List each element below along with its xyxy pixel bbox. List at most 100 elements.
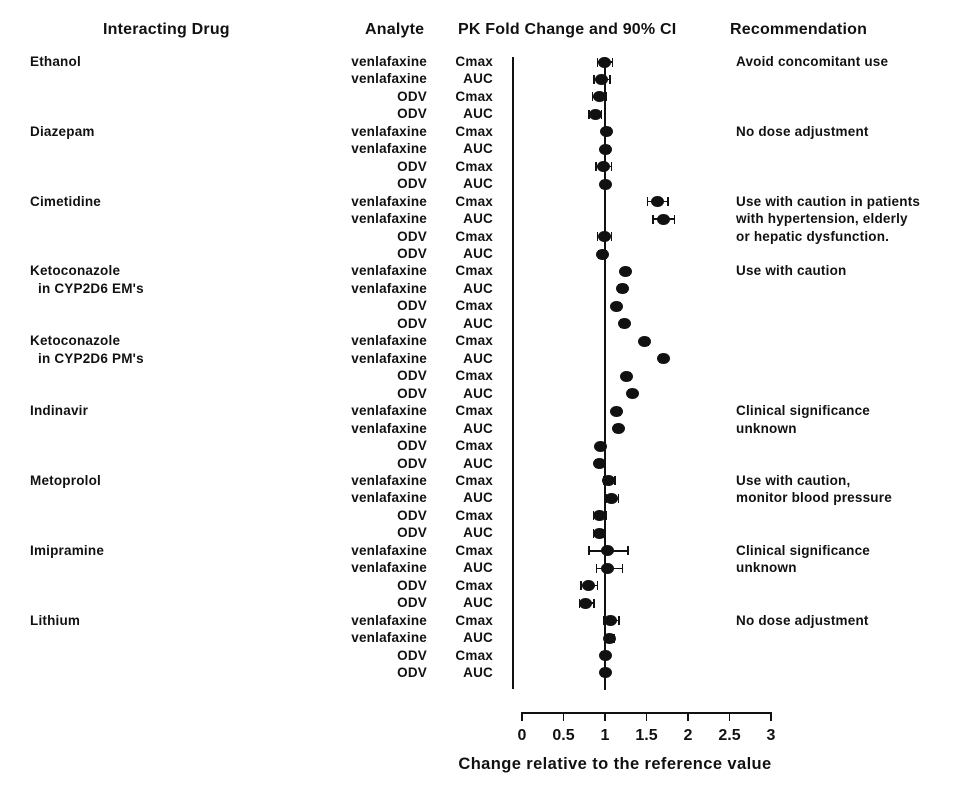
analyte-label: ODV xyxy=(397,88,427,104)
column-header-analyte: Analyte xyxy=(365,21,425,38)
point-estimate-dot xyxy=(600,545,614,557)
ci-cap-low xyxy=(595,563,598,573)
pk-parameter-label: Cmax xyxy=(455,368,493,384)
pk-parameter-label: AUC xyxy=(463,490,493,506)
recommendation-text: Avoid concomitant use xyxy=(736,54,889,69)
point-estimate-dot xyxy=(581,580,595,592)
pk-parameter-label: Cmax xyxy=(455,228,493,244)
recommendation-text: No dose adjustment xyxy=(736,123,869,139)
pk-parameter-label: Cmax xyxy=(455,158,493,174)
drug-label: Indinavir xyxy=(30,403,89,419)
ci-cap-low xyxy=(602,616,605,626)
plot-left-border-line xyxy=(512,57,514,689)
pk-parameter-label: Cmax xyxy=(455,647,493,663)
column-header-recommendation: Recommendation xyxy=(730,21,868,38)
recommendation-text: Clinical significance xyxy=(736,403,870,419)
pk-parameter-label: AUC xyxy=(463,630,493,646)
analyte-label: ODV xyxy=(397,228,427,244)
point-estimate-dot xyxy=(595,73,609,85)
pk-parameter-label: Cmax xyxy=(455,438,493,454)
x-axis-tick xyxy=(770,712,772,721)
pk-parameter-label: AUC xyxy=(463,560,493,576)
point-estimate-dot xyxy=(598,178,612,190)
x-axis-tick-label: 2 xyxy=(683,727,693,744)
point-estimate-dot xyxy=(615,283,629,295)
column-header-pk-fold-change: PK Fold Change and 90% CI xyxy=(458,21,677,38)
pk-parameter-label: Cmax xyxy=(455,263,493,279)
analyte-label: ODV xyxy=(397,438,427,454)
pk-parameter-label: AUC xyxy=(463,106,493,122)
ci-cap-high xyxy=(617,493,620,503)
analyte-label: ODV xyxy=(397,176,427,192)
ci-cap-high xyxy=(610,232,613,242)
analyte-label: venlafaxine xyxy=(351,403,427,419)
point-estimate-dot xyxy=(599,143,613,155)
point-estimate-dot xyxy=(617,318,631,330)
analyte-label: venlafaxine xyxy=(351,141,427,157)
analyte-label: ODV xyxy=(397,664,427,680)
point-estimate-dot xyxy=(597,231,611,243)
ci-cap-low xyxy=(596,57,599,67)
analyte-label: venlafaxine xyxy=(351,280,427,296)
ci-cap-high xyxy=(627,546,629,556)
point-estimate-dot xyxy=(592,510,606,522)
ci-cap-high xyxy=(610,162,613,172)
x-axis-tick xyxy=(604,712,606,721)
analyte-label: venlafaxine xyxy=(351,560,427,576)
recommendation-text: No dose adjustment xyxy=(736,612,869,628)
reference-line xyxy=(604,57,606,690)
pk-parameter-label: Cmax xyxy=(455,612,493,628)
recommendation-text: Use with caution in patients xyxy=(736,193,921,209)
drug-label: Ketoconazole xyxy=(30,333,121,349)
drug-label: Ketoconazole xyxy=(30,263,121,279)
analyte-label: venlafaxine xyxy=(351,490,427,506)
column-header-interacting-drug: Interacting Drug xyxy=(103,21,230,38)
analyte-label: ODV xyxy=(397,385,427,401)
pk-parameter-label: Cmax xyxy=(455,542,493,558)
analyte-label: venlafaxine xyxy=(351,630,427,646)
point-estimate-dot xyxy=(598,650,612,662)
pk-parameter-label: Cmax xyxy=(455,123,493,139)
drug-label: Ethanol xyxy=(30,54,81,69)
pk-parameter-label: Cmax xyxy=(455,472,493,488)
ci-cap-high xyxy=(609,74,611,84)
pk-parameter-label: AUC xyxy=(463,141,493,157)
analyte-label: venlafaxine xyxy=(351,472,427,488)
pk-parameter-label: AUC xyxy=(463,246,493,262)
point-estimate-dot xyxy=(604,615,618,627)
pk-parameter-label: AUC xyxy=(463,525,493,541)
ci-cap-low xyxy=(591,92,594,102)
point-estimate-dot xyxy=(594,440,608,452)
ci-cap-high xyxy=(605,511,607,521)
recommendation-text: unknown xyxy=(736,420,797,436)
x-axis-tick xyxy=(645,712,648,721)
x-axis-tick-label: 1.5 xyxy=(635,727,658,744)
point-estimate-dot xyxy=(610,300,624,312)
point-estimate-dot xyxy=(592,458,606,469)
recommendation-text: unknown xyxy=(736,560,797,576)
analyte-label: ODV xyxy=(397,246,427,262)
drug-label: Imipramine xyxy=(30,542,105,558)
pk-parameter-label: Cmax xyxy=(455,577,493,593)
ci-cap-low xyxy=(593,74,595,84)
analyte-label: venlafaxine xyxy=(351,123,427,139)
x-axis-title: Change relative to the reference value xyxy=(458,755,772,773)
point-estimate-dot xyxy=(650,196,664,208)
analyte-label: ODV xyxy=(397,315,427,331)
recommendation-text: with hypertension, elderly xyxy=(736,211,908,227)
ci-cap-high xyxy=(611,57,614,67)
recommendation-text: Use with caution, xyxy=(736,472,851,488)
analyte-label: venlafaxine xyxy=(351,193,427,209)
point-estimate-dot xyxy=(597,56,611,68)
x-axis-tick-label: 1 xyxy=(600,727,610,744)
x-axis-tick-label: 0.5 xyxy=(552,727,575,744)
pk-parameter-label: AUC xyxy=(463,595,493,611)
pk-parameter-label: AUC xyxy=(463,176,493,192)
pk-parameter-label: Cmax xyxy=(455,54,493,69)
ci-cap-low xyxy=(580,581,582,591)
ci-cap-high xyxy=(621,563,624,573)
point-estimate-dot xyxy=(610,405,624,417)
recommendation-text: Use with caution xyxy=(736,263,847,279)
analyte-label: venlafaxine xyxy=(351,542,427,558)
analyte-label: venlafaxine xyxy=(351,54,427,69)
